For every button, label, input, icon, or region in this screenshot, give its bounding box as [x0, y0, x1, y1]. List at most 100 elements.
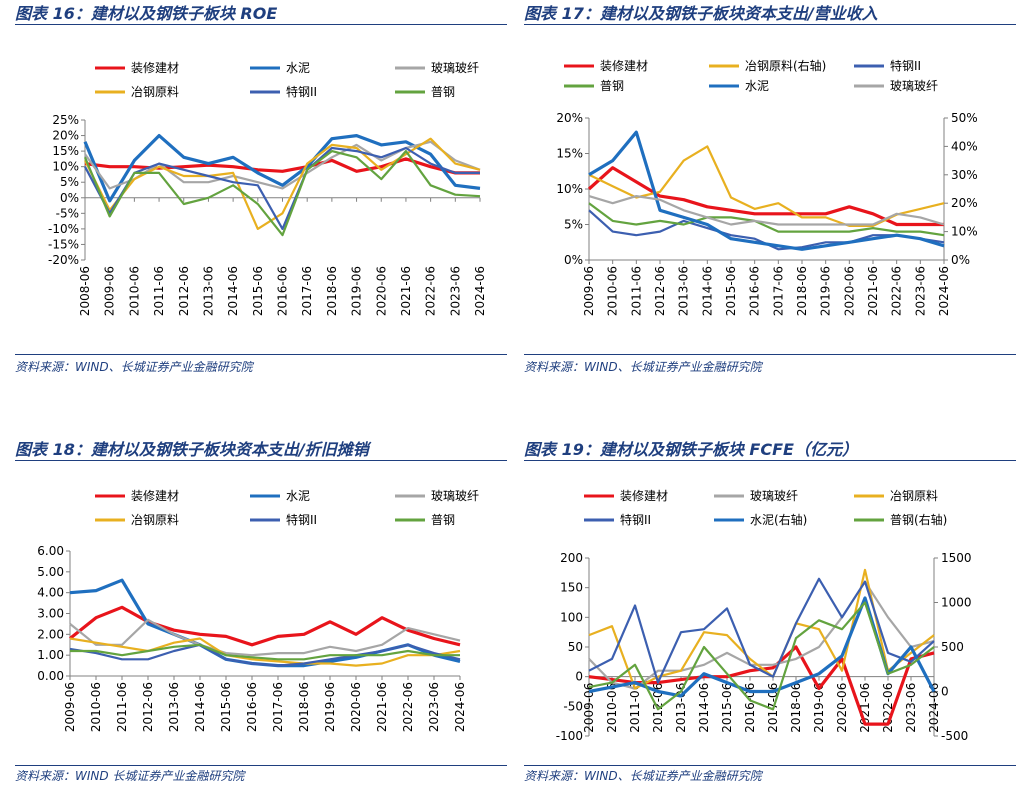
- series-line: [69, 637, 461, 667]
- y-tick-label: 10%: [556, 182, 583, 196]
- y2-tick-label: 0: [941, 685, 949, 699]
- y-tick-label: 6.00: [37, 544, 64, 558]
- legend-label: 冶钢原料: [131, 513, 179, 527]
- chart-title: 图表 16：建材以及钢铁子板块 ROE: [15, 4, 278, 23]
- y-tick-label: 2.00: [37, 627, 64, 641]
- y-tick-label: 0.00: [37, 669, 64, 683]
- x-tick-label: 2021-06: [375, 682, 389, 732]
- x-tick-label: 2009-06: [582, 683, 596, 733]
- x-tick-label: 2020-06: [842, 266, 856, 316]
- chart-fcfe: -100-50050100150200-5000500100015002009-…: [556, 488, 972, 743]
- chart-title: 图表 17：建材以及钢铁子板块资本支出/营业收入: [524, 4, 878, 23]
- legend-label: 装修建材: [620, 488, 668, 503]
- x-tick-label: 2009-06: [103, 266, 117, 316]
- y-tick-label: 20%: [52, 129, 79, 143]
- x-tick-label: 2013-06: [201, 266, 215, 316]
- x-tick-label: 2021-06: [866, 266, 880, 316]
- x-tick-label: 2018-06: [297, 682, 311, 732]
- y2-tick-label: 50%: [951, 111, 978, 125]
- legend-label: 水泥(右轴): [750, 512, 807, 527]
- chart-title: 图表 18：建材以及钢铁子板块资本支出/折旧摊销: [15, 440, 369, 459]
- x-tick-label: 2024-06: [937, 266, 951, 316]
- x-tick-label: 2022-06: [401, 682, 415, 732]
- x-tick-label: 2017-06: [300, 266, 314, 316]
- y-tick-label: 5%: [60, 175, 79, 189]
- legend-label: 普钢: [600, 79, 624, 93]
- x-tick-label: 2011-06: [152, 266, 166, 316]
- x-tick-label: 2020-06: [374, 266, 388, 316]
- y-tick-label: 5%: [564, 218, 583, 232]
- x-tick-label: 2014-06: [193, 682, 207, 732]
- legend-label: 装修建材: [600, 58, 648, 73]
- x-tick-label: 2012-06: [141, 682, 155, 732]
- series-line: [84, 146, 480, 230]
- y2-tick-label: 1500: [941, 551, 972, 565]
- y2-tick-label: 30%: [951, 168, 978, 182]
- series-line: [588, 580, 935, 690]
- x-tick-label: 2022-06: [424, 266, 438, 316]
- x-tick-label: 2014-06: [697, 683, 711, 733]
- x-tick-label: 2020-06: [349, 682, 363, 732]
- x-tick-label: 2018-06: [795, 266, 809, 316]
- x-tick-label: 2016-06: [276, 266, 290, 316]
- y2-tick-label: 0%: [951, 253, 970, 267]
- x-tick-label: 2011-06: [115, 682, 129, 732]
- x-tick-label: 2013-06: [677, 266, 691, 316]
- chart-capex-da: 0.00 1.00 2.00 3.00 4.00 5.00 6.00 2009-06 2010-…: [37, 488, 479, 732]
- chart-panel-roe: 图表 16：建材以及钢铁子板块 ROE -20% -15% -10% -5% 0% 5% 1…: [15, 0, 507, 380]
- y-tick-label: -100: [556, 729, 583, 743]
- x-tick-label: 2023-06: [427, 682, 441, 732]
- y-tick-label: 5.00: [37, 565, 64, 579]
- x-tick-label: 2024-06: [927, 683, 941, 733]
- y-tick-label: -10%: [48, 222, 79, 236]
- y-tick-label: 1.00: [37, 648, 64, 662]
- y-tick-label: -15%: [48, 237, 79, 251]
- x-tick-label: 2022-06: [881, 683, 895, 733]
- y-tick-label: 15%: [52, 144, 79, 158]
- chart-capex-revenue: 0% 5% 10% 15% 20% 0% 10% 20% 30% 40% 50% 2009-06 201…: [556, 58, 978, 316]
- series-line: [69, 618, 461, 657]
- series-line: [588, 577, 935, 684]
- x-tick-label: 2021-06: [858, 683, 872, 733]
- x-tick-label: 2013-06: [167, 682, 181, 732]
- chart-panel-fcfe: 图表 19：建材以及钢铁子板块 FCFE（亿元） -100 -50 0 50 100 15…: [524, 436, 1016, 807]
- legend-label: 玻璃玻纤: [431, 61, 479, 75]
- series-line: [588, 130, 945, 251]
- series-line: [70, 643, 460, 661]
- y-tick-label: -5%: [56, 206, 79, 220]
- series-line: [588, 601, 935, 711]
- x-tick-label: 2011-06: [628, 683, 642, 733]
- y2-tick-label: 10%: [951, 225, 978, 239]
- y-tick-label: -20%: [48, 253, 79, 267]
- legend-label: 普钢(右轴): [890, 512, 947, 527]
- x-tick-label: 2016-06: [748, 266, 762, 316]
- y-tick-label: 10%: [52, 160, 79, 174]
- x-tick-label: 2011-06: [629, 266, 643, 316]
- legend-label: 冶钢原料(右轴): [745, 58, 826, 73]
- y-tick-label: 0%: [60, 191, 79, 205]
- x-tick-label: 2018-06: [789, 683, 803, 733]
- chart-source: 资料来源：WIND、长城证券产业金融研究院: [15, 360, 253, 374]
- y-tick-label: 150: [560, 581, 583, 595]
- x-tick-label: 2023-06: [913, 266, 927, 316]
- x-tick-label: 2012-06: [177, 266, 191, 316]
- legend-label: 特钢II: [890, 58, 921, 73]
- legend-label: 玻璃玻纤: [890, 79, 938, 93]
- y-tick-label: 50: [568, 640, 583, 654]
- x-tick-label: 2014-06: [226, 266, 240, 316]
- x-tick-label: 2024-06: [453, 682, 467, 732]
- legend-label: 玻璃玻纤: [431, 489, 479, 503]
- legend-label: 冶钢原料: [131, 85, 179, 99]
- x-tick-label: 2010-06: [606, 266, 620, 316]
- x-tick-label: 2019-06: [812, 683, 826, 733]
- y-tick-label: -50: [563, 699, 583, 713]
- y-tick-label: 20%: [556, 111, 583, 125]
- y-tick-label: 4.00: [37, 586, 64, 600]
- chart-source: 资料来源：WIND 长城证券产业金融研究院: [15, 769, 245, 783]
- y-tick-label: 100: [560, 610, 583, 624]
- legend-label: 装修建材: [131, 60, 179, 75]
- series-line: [69, 605, 461, 647]
- series-line: [83, 149, 481, 237]
- chart-source: 资料来源：WIND、长城证券产业金融研究院: [524, 360, 762, 374]
- x-tick-label: 2008-06: [78, 266, 92, 316]
